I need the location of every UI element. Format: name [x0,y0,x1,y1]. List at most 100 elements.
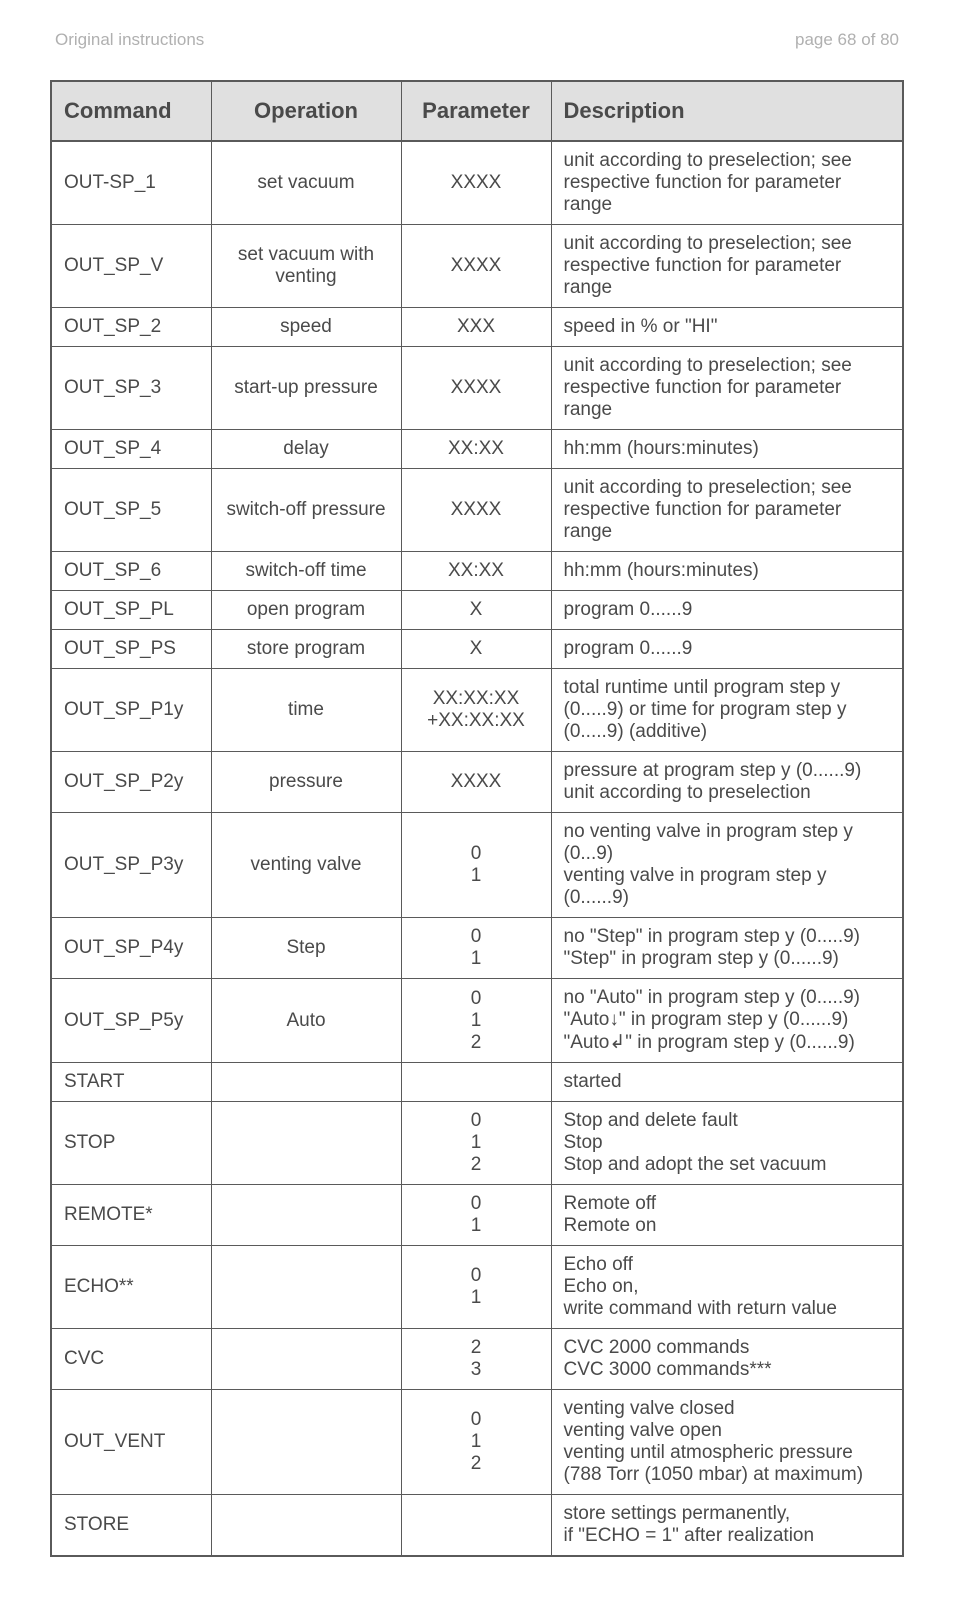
cell-command: OUT_SP_P4y [51,918,211,979]
table-header-row: Command Operation Parameter Description [51,81,903,141]
cell-description: Stop and delete faultStopStop and adopt … [551,1102,903,1185]
cell-operation [211,1390,401,1495]
table-row: OUT_SP_2speedXXXspeed in % or "HI" [51,308,903,347]
cell-description: hh:mm (hours:minutes) [551,430,903,469]
cell-description: Remote offRemote on [551,1185,903,1246]
cell-parameter: XXXX [401,141,551,225]
cell-operation [211,1185,401,1246]
table-body: OUT-SP_1set vacuumXXXXunit according to … [51,141,903,1556]
cell-command: OUT_SP_V [51,225,211,308]
cell-operation: start-up pressure [211,347,401,430]
cell-description: Echo offEcho on,write command with retur… [551,1246,903,1329]
cell-description: total runtime until program step y (0...… [551,669,903,752]
table-row: STORE store settings permanently,if "ECHO… [51,1495,903,1557]
cell-description: program 0......9 [551,591,903,630]
cell-command: STOP [51,1102,211,1185]
cell-operation [211,1102,401,1185]
cell-parameter: XXXX [401,347,551,430]
cell-operation [211,1246,401,1329]
page: Original instructions page 68 of 80 Comm… [0,0,954,1597]
cell-description: venting valve closedventing valve openve… [551,1390,903,1495]
cell-operation: Auto [211,979,401,1063]
command-table: Command Operation Parameter Description … [50,80,904,1557]
cell-description: speed in % or "HI" [551,308,903,347]
cell-parameter: XXXX [401,752,551,813]
cell-command: START [51,1063,211,1102]
cell-command: OUT_SP_P3y [51,813,211,918]
cell-parameter: XX:XX [401,430,551,469]
cell-operation: open program [211,591,401,630]
table-row: OUT_SP_6switch-off timeXX:XXhh:mm (hours… [51,552,903,591]
table-row: OUT_SP_PSstore programXprogram 0......9 [51,630,903,669]
cell-parameter: 012 [401,1390,551,1495]
cell-command: OUT_SP_PS [51,630,211,669]
cell-parameter: 012 [401,1102,551,1185]
cell-parameter: XXXX [401,225,551,308]
table-row: OUT_SP_P5yAuto012no "Auto" in program st… [51,979,903,1063]
cell-description: unit according to preselection; see resp… [551,225,903,308]
cell-command: OUT_SP_2 [51,308,211,347]
cell-description: CVC 2000 commandsCVC 3000 commands*** [551,1329,903,1390]
cell-operation: store program [211,630,401,669]
cell-parameter: XXX [401,308,551,347]
cell-parameter: 01 [401,1246,551,1329]
col-parameter: Parameter [401,81,551,141]
cell-description: hh:mm (hours:minutes) [551,552,903,591]
cell-parameter: 01 [401,1185,551,1246]
cell-command: OUT_SP_P5y [51,979,211,1063]
cell-command: OUT_SP_P2y [51,752,211,813]
table-row: OUT_SP_5switch-off pressureXXXXunit acco… [51,469,903,552]
table-row: OUT_SP_P1ytimeXX:XX:XX+XX:XX:XXtotal run… [51,669,903,752]
page-header: Original instructions page 68 of 80 [50,30,904,50]
header-right: page 68 of 80 [795,30,899,50]
cell-operation [211,1329,401,1390]
cell-operation: venting valve [211,813,401,918]
table-row: OUT_SP_P4yStep01no "Step" in program ste… [51,918,903,979]
cell-operation: pressure [211,752,401,813]
cell-operation [211,1495,401,1557]
table-row: OUT_SP_3start-up pressureXXXXunit accord… [51,347,903,430]
cell-parameter [401,1495,551,1557]
cell-command: OUT-SP_1 [51,141,211,225]
cell-parameter: 01 [401,813,551,918]
cell-command: OUT_SP_P1y [51,669,211,752]
cell-command: OUT_VENT [51,1390,211,1495]
cell-description: unit according to preselection; see resp… [551,469,903,552]
cell-operation [211,1063,401,1102]
cell-description: started [551,1063,903,1102]
cell-command: REMOTE* [51,1185,211,1246]
header-left: Original instructions [55,30,204,50]
table-row: OUT_SP_PLopen programXprogram 0......9 [51,591,903,630]
table-row: REMOTE* 01Remote offRemote on [51,1185,903,1246]
table-row: OUT_SP_P2ypressureXXXXpressure at progra… [51,752,903,813]
col-operation: Operation [211,81,401,141]
cell-operation: set vacuum [211,141,401,225]
table-row: START started [51,1063,903,1102]
cell-command: STORE [51,1495,211,1557]
cell-parameter [401,1063,551,1102]
cell-description: no "Auto" in program step y (0.....9)"Au… [551,979,903,1063]
cell-command: OUT_SP_PL [51,591,211,630]
cell-operation: speed [211,308,401,347]
col-description: Description [551,81,903,141]
cell-description: no venting valve in program step y (0...… [551,813,903,918]
cell-description: unit according to preselection; see resp… [551,347,903,430]
col-command: Command [51,81,211,141]
table-row: OUT_SP_4delayXX:XXhh:mm (hours:minutes) [51,430,903,469]
table-row: OUT_SP_Vset vacuum with ventingXXXXunit … [51,225,903,308]
cell-command: OUT_SP_5 [51,469,211,552]
cell-parameter: 01 [401,918,551,979]
table-row: OUT_VENT 012venting valve closedventing v… [51,1390,903,1495]
cell-command: OUT_SP_6 [51,552,211,591]
cell-description: no "Step" in program step y (0.....9)"St… [551,918,903,979]
cell-operation: delay [211,430,401,469]
cell-parameter: 012 [401,979,551,1063]
cell-description: store settings permanently,if "ECHO = 1"… [551,1495,903,1557]
cell-parameter: 23 [401,1329,551,1390]
cell-command: CVC [51,1329,211,1390]
cell-description: program 0......9 [551,630,903,669]
cell-parameter: XXXX [401,469,551,552]
table-row: STOP 012Stop and delete faultStopStop and… [51,1102,903,1185]
table-row: OUT_SP_P3yventing valve01no venting valv… [51,813,903,918]
cell-operation: switch-off pressure [211,469,401,552]
